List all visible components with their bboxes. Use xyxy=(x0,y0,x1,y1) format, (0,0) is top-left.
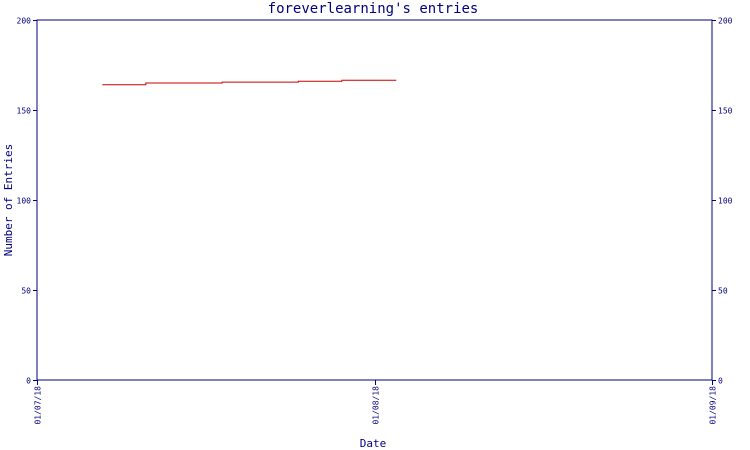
x-axis-label: Date xyxy=(360,437,387,450)
entries-series-line xyxy=(102,79,397,86)
x-tick-label: 01/08/18 xyxy=(372,386,381,425)
y-tick-label-left: 150 xyxy=(17,107,32,116)
y-tick-label-right: 200 xyxy=(718,17,733,26)
y-tick-label-left: 200 xyxy=(17,17,32,26)
x-tick-label: 01/07/18 xyxy=(34,386,43,425)
y-tick-label-right: 150 xyxy=(718,107,733,116)
y-tick-label-left: 0 xyxy=(26,377,31,386)
chart-title: foreverlearning's entries xyxy=(268,1,479,17)
y-tick-label-left: 100 xyxy=(17,197,32,206)
plot-area: 0 0 50 50 100 100 150 150 200 200 01/07/18 01/08/18… xyxy=(17,17,733,425)
y-tick-label-right: 100 xyxy=(718,197,733,206)
y-axis-label: Number of Entries xyxy=(2,144,15,257)
y-tick-label-right: 0 xyxy=(718,377,723,386)
plot-frame xyxy=(36,19,713,381)
y-tick-label-right: 50 xyxy=(718,287,728,296)
x-tick-label: 01/09/18 xyxy=(709,386,718,425)
y-tick-label-left: 50 xyxy=(21,287,31,296)
